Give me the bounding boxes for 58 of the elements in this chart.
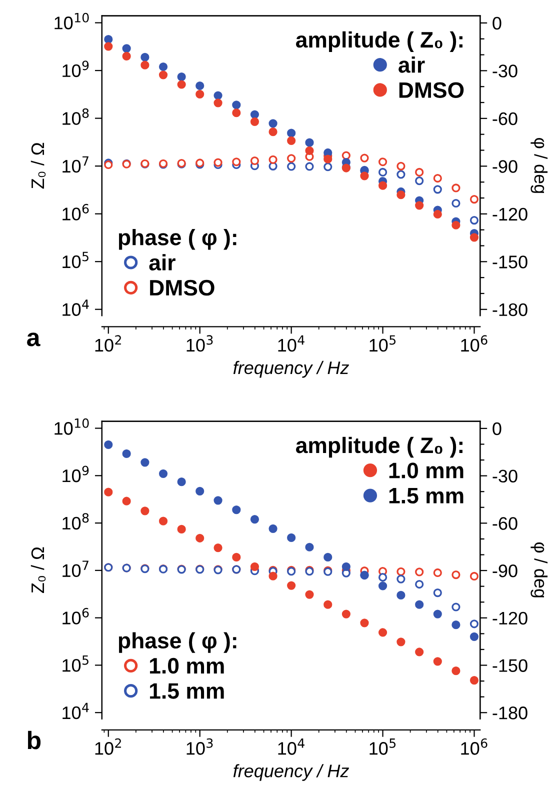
legend-label: 1.5 mm — [389, 488, 464, 504]
y2-tick-label: -180 — [492, 303, 528, 316]
x-tick-label: 10$^{2}$ — [95, 738, 121, 755]
y-tick-label: 10$^{9}$ — [62, 60, 89, 78]
y2-tick-label: -30 — [492, 470, 518, 483]
text: amplitude ( Z₀ ): — [296, 31, 462, 52]
y-tick-label: 10$^{5}$ — [62, 655, 88, 672]
y-tick-label: 10$^{10}$ — [54, 418, 89, 435]
legend-label: air — [149, 254, 176, 270]
x-tick-label: 10$^{4}$ — [278, 738, 304, 755]
y-tick-label: 10$^{4}$ — [62, 300, 89, 316]
x-tick-label: 10$^{6}$ — [461, 738, 488, 755]
y-tick-label: 10$^{8}$ — [62, 513, 89, 530]
y-tick-label: 10$^{9}$ — [62, 466, 89, 482]
y2-tick-label: 0 — [492, 422, 502, 436]
y-tick-label: 10$^{7}$ — [62, 156, 88, 173]
legend-label: 1.0 mm — [150, 658, 224, 674]
y2-tick-label: -90 — [492, 160, 518, 173]
text: a — [27, 332, 40, 346]
y-tick-label: 10$^{7}$ — [62, 560, 88, 578]
legend-label: air — [398, 56, 425, 73]
x-tick-label: 10$^{3}$ — [186, 738, 213, 755]
x-tick-label: 10$^{6}$ — [461, 335, 488, 352]
y2-tick-label: -150 — [492, 256, 528, 268]
x-axis-title: frequency / Hz — [233, 764, 349, 781]
y-tick-label: 10$^{6}$ — [62, 608, 89, 624]
y-axis-title: Z₀ / Ω — [30, 547, 46, 594]
y2-tick-label: -60 — [492, 112, 518, 126]
y2-tick-label: 0 — [492, 16, 502, 30]
y-tick-label: 10$^{8}$ — [62, 108, 89, 125]
legend-label: DMSO — [399, 82, 464, 98]
y2-tick-label: -60 — [492, 517, 518, 530]
y2-tick-label: -120 — [492, 208, 528, 221]
y-tick-label: 10$^{6}$ — [62, 204, 89, 220]
y-tick-label: 10$^{4}$ — [62, 702, 89, 720]
text: phase ( φ ): — [118, 229, 236, 250]
y-tick-label: 10$^{10}$ — [54, 12, 89, 30]
y2-axis-title: φ / deg — [530, 542, 548, 598]
y2-tick-label: -90 — [492, 564, 518, 578]
x-tick-label: 10$^{4}$ — [278, 335, 304, 352]
y2-tick-label: -30 — [492, 64, 518, 78]
y2-tick-label: -150 — [492, 659, 528, 672]
x-axis-title: frequency / Hz — [233, 360, 349, 378]
legend-label: DMSO — [150, 280, 214, 296]
text: amplitude ( Z₀ ): — [296, 436, 462, 458]
x-tick-label: 10$^{5}$ — [370, 335, 396, 352]
y2-tick-label: -120 — [492, 612, 528, 625]
y-tick-label: 10$^{5}$ — [62, 252, 88, 268]
x-tick-label: 10$^{5}$ — [370, 738, 396, 755]
y-axis-title: Z₀ / Ω — [30, 142, 46, 189]
text: b — [28, 730, 41, 750]
x-tick-label: 10$^{2}$ — [95, 335, 121, 352]
y2-tick-label: -180 — [492, 706, 528, 720]
legend-label: 1.0 mm — [389, 462, 464, 478]
y2-axis-title: φ / deg — [530, 138, 548, 193]
legend-label: 1.5 mm — [150, 683, 224, 699]
text: phase ( φ ): — [118, 632, 236, 653]
x-tick-label: 10$^{3}$ — [186, 335, 213, 352]
